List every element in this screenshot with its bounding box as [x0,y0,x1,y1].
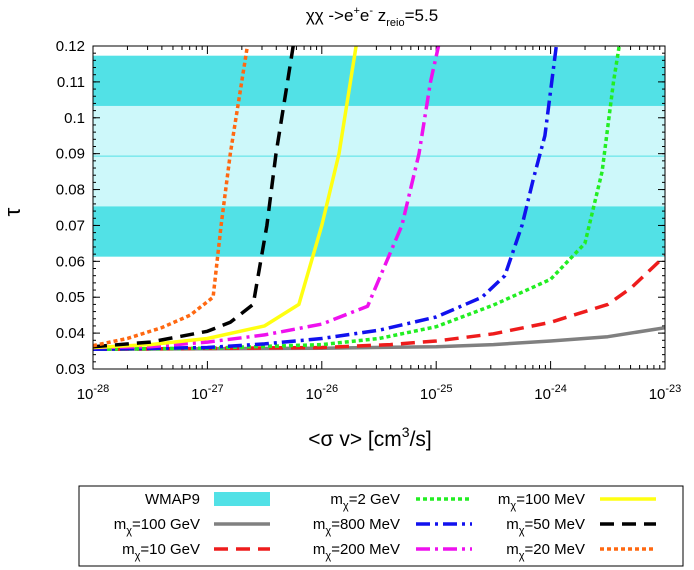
legend: WMAP9 mχ=100 GeV mχ=10 GeV mχ=2 GeV mχ=800 M… [114,491,656,562]
series-line-2 [93,46,621,352]
legend-label-5: mχ=200 MeV [313,541,400,562]
y-axis-label: τ [0,207,25,216]
series-line-7 [93,46,250,348]
y-tick-label: 0.08 [56,182,85,199]
legend-label-0: WMAP9 [145,491,200,508]
series-line-6 [93,46,295,349]
y-tick-labels: 0.03 0.04 0.05 0.06 0.07 0.08 0.09 0.1 0.11 0.12 [56,38,85,378]
y-tick-label: 0.07 [56,217,85,234]
x-tick-label: 10-24 [534,383,567,403]
x-axis-label: <σ v> [cm3/s] [308,424,431,451]
wmap9-bands [93,55,665,257]
y-tick-label: 0.1 [64,110,85,127]
x-tick-label: 10-28 [77,383,110,403]
x-tick-label: 10-23 [649,383,682,403]
legend-label-8: mχ=20 MeV [506,541,585,562]
series-line-5 [93,46,358,350]
series-lines [93,46,665,352]
x-tick-labels: 10-28 10-27 10-26 10-25 10-24 10-23 [77,383,682,403]
series-line-4 [93,46,441,350]
chart-title: χχ ->e+e- zreio=5.5 [306,5,438,29]
y-tick-label: 0.05 [56,289,85,306]
x-tick-label: 10-26 [306,383,339,403]
y-tick-label: 0.04 [56,325,85,342]
y-tick-label: 0.12 [56,38,85,55]
legend-label-3: mχ=2 GeV [330,491,400,512]
legend-label-6: mχ=100 MeV [498,491,585,512]
y-tick-label: 0.11 [57,74,85,91]
legend-label-2: mχ=10 GeV [122,541,200,562]
y-tick-label: 0.09 [56,146,85,163]
y-tick-label: 0.03 [56,361,85,378]
axis-ticks [92,45,666,370]
legend-label-4: mχ=800 MeV [313,516,400,537]
legend-label-1: mχ=100 GeV [114,516,200,537]
x-tick-label: 10-27 [191,383,224,403]
legend-box [78,485,684,567]
plot-frame [92,45,666,370]
y-tick-label: 0.06 [56,253,85,270]
legend-label-7: mχ=50 MeV [506,516,585,537]
series-line-1 [93,254,665,352]
legend-swatch-band [214,492,270,506]
series-line-3 [93,46,559,352]
x-tick-label: 10-25 [420,383,453,403]
